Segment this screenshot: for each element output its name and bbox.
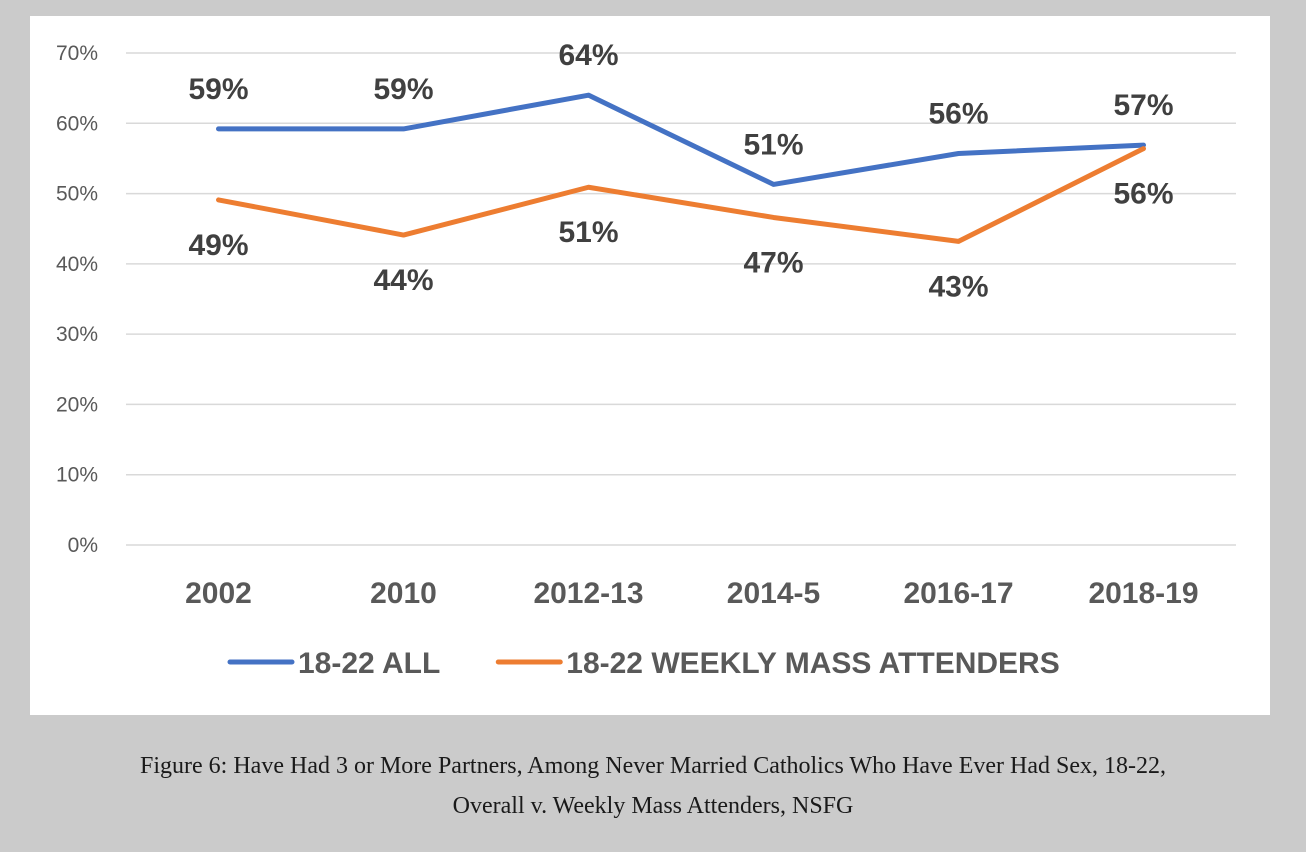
series-line-2 [216,146,1146,244]
data-label: 44% [373,264,433,297]
caption-line-2: Overall v. Weekly Mass Attenders, NSFG [452,793,854,819]
x-category-label: 2012-13 [533,577,643,610]
x-category-label: 2002 [185,577,252,610]
series-line-1 [216,92,1146,187]
figure-caption: Figure 6: Have Had 3 or More Partners, A… [0,746,1306,826]
y-tick-label: 10% [56,464,98,487]
data-label: 47% [743,246,803,279]
x-category-label: 2016-17 [903,577,1013,610]
data-label: 57% [1113,89,1173,122]
caption-line-1: Figure 6: Have Had 3 or More Partners, A… [140,753,1166,779]
data-label: 51% [558,216,618,249]
x-category-label: 2018-19 [1088,577,1198,610]
legend: 18-22 ALL 18-22 WEEKLY MASS ATTENDERS [227,647,1060,680]
x-category-label: 2010 [370,577,437,610]
x-axis-categories: 2002 2010 2012-13 2014-5 2016-17 2018-19 [185,577,1198,610]
y-tick-label: 0% [68,534,98,557]
y-tick-label: 40% [56,253,98,276]
data-label: 51% [743,128,803,161]
y-tick-label: 60% [56,112,98,135]
data-label: 59% [373,73,433,106]
y-tick-label: 50% [56,183,98,206]
legend-label-1: 18-22 ALL [298,647,440,680]
line-chart: 0%10%20%30%40%50%60%70% 2002 2010 2012-13 2… [56,39,1236,680]
x-category-label: 2014-5 [727,577,820,610]
data-label: 64% [558,39,618,72]
y-tick-label: 20% [56,393,98,416]
data-labels: 59% 59% 64% 51% 56% 57% 49% 44% 51% 47% 43% 56% [188,39,1173,303]
gridlines [126,52,1236,546]
data-label: 43% [928,270,988,303]
data-label: 49% [188,229,248,262]
y-tick-label: 70% [56,42,98,65]
data-label: 56% [1113,178,1173,211]
data-label: 56% [928,98,988,131]
y-axis-ticks: 0% 10% 20% 30% 40% 50% 60% 70% [56,42,98,557]
legend-label-2: 18-22 WEEKLY MASS ATTENDERS [566,647,1059,680]
data-label: 59% [188,73,248,106]
y-tick-label: 30% [56,323,98,346]
chart-panel: 0% 10% 20% 30% 40% 50% 60% 70% 2002 2010 2012-13 2… [30,16,1270,715]
series-lines [216,92,1146,244]
